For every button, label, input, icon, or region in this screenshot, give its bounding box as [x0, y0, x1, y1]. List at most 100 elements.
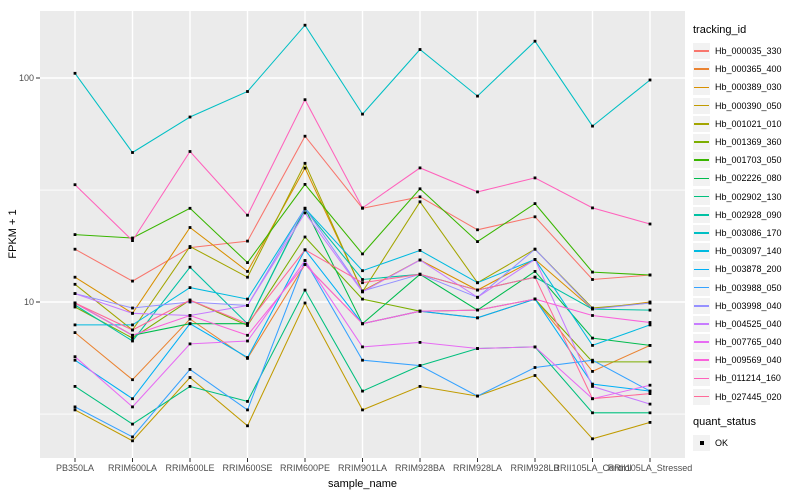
legend-line-icon: [694, 50, 709, 52]
legend-item-Hb_011214_160: Hb_011214_160: [693, 369, 799, 387]
data-point: [246, 333, 249, 337]
data-point: [131, 239, 134, 242]
x-tick-label: RRII105LA_Stressed: [608, 463, 693, 473]
data-point: [648, 389, 652, 393]
legend-line-icon: [694, 268, 709, 271]
legend-title: tracking_id: [693, 24, 747, 36]
data-point: [418, 258, 422, 262]
data-point: [73, 71, 77, 75]
data-point: [648, 360, 652, 364]
data-point: [131, 405, 134, 409]
data-point: [591, 124, 594, 128]
legend-item-label: Hb_000365_400: [715, 64, 782, 75]
legend-item-Hb_001369_360: Hb_001369_360: [693, 133, 799, 151]
data-point: [246, 400, 249, 403]
quant-legend-item: OK: [693, 434, 799, 452]
data-point: [246, 297, 249, 301]
data-point: [73, 183, 77, 187]
legend-line-icon: [694, 286, 709, 289]
data-point: [476, 240, 479, 243]
data-point: [591, 344, 594, 347]
data-point: [361, 112, 364, 116]
data-point: [476, 281, 479, 285]
data-point: [648, 344, 652, 347]
data-point: [188, 286, 192, 289]
data-point: [131, 306, 134, 310]
data-point: [591, 278, 594, 281]
data-point: [418, 272, 422, 276]
legend-key-swatch: [693, 334, 710, 351]
data-point: [476, 347, 479, 350]
legend-line-icon: [694, 123, 709, 125]
legend-line-icon: [694, 213, 709, 216]
legend-key-swatch: [693, 243, 710, 260]
x-tick-label: RRIM600LA: [108, 463, 157, 473]
data-point: [188, 226, 192, 229]
quant-key-swatch: [693, 434, 710, 451]
data-point: [131, 323, 134, 327]
legend-line-icon: [694, 177, 709, 180]
data-point: [73, 233, 77, 236]
legend-key-swatch: [693, 115, 710, 132]
legend-item-label: Hb_002928_090: [715, 209, 782, 220]
legend-item-Hb_002902_130: Hb_002902_130: [693, 188, 799, 206]
data-point: [361, 297, 364, 301]
legend-key-swatch: [693, 188, 710, 205]
legend-item-label: Hb_003988_050: [715, 282, 782, 293]
legend-key-swatch: [693, 134, 710, 151]
legend-item-Hb_027445_020: Hb_027445_020: [693, 388, 799, 406]
data-point: [648, 308, 652, 312]
data-point: [246, 408, 249, 412]
legend-key-swatch: [693, 370, 710, 387]
data-point: [591, 307, 594, 311]
data-point: [188, 342, 192, 346]
y-tick-label: 100: [19, 73, 34, 83]
legend-item-Hb_007765_040: Hb_007765_040: [693, 333, 799, 351]
data-point: [648, 392, 652, 395]
legend-item-Hb_009569_040: Hb_009569_040: [693, 351, 799, 369]
data-point: [73, 385, 77, 388]
data-point: [361, 345, 364, 349]
data-point: [303, 161, 307, 165]
data-point: [418, 341, 422, 344]
data-point: [188, 300, 192, 304]
legend-item-label: Hb_000390_050: [715, 100, 782, 111]
data-point: [131, 279, 134, 283]
data-point: [303, 301, 307, 305]
legend-item-list: Hb_000035_330 Hb_000365_400 Hb_000389_030 H…: [693, 42, 799, 406]
legend-item-Hb_001703_050: Hb_001703_050: [693, 151, 799, 169]
legend-line-icon: [694, 68, 709, 71]
data-point: [476, 316, 479, 320]
data-point: [418, 364, 422, 367]
legend-item-Hb_000390_050: Hb_000390_050: [693, 97, 799, 115]
legend-item-Hb_000365_400: Hb_000365_400: [693, 60, 799, 78]
data-point: [591, 358, 594, 362]
data-point: [648, 273, 652, 277]
x-tick-label: RRIM928BA: [395, 463, 445, 473]
y-tick-label: 10: [24, 297, 34, 307]
data-point: [361, 278, 364, 281]
data-point: [533, 345, 537, 349]
data-point: [648, 421, 652, 424]
data-point: [361, 389, 364, 393]
data-point: [303, 134, 307, 138]
data-point: [533, 297, 537, 301]
data-point: [131, 439, 134, 443]
legend-key-swatch: [693, 352, 710, 369]
legend-item-label: Hb_011214_160: [715, 373, 781, 384]
y-axis-title: FPKM + 1: [7, 209, 19, 259]
data-point: [131, 336, 134, 340]
data-point: [188, 265, 192, 269]
legend-item-label: Hb_003998_040: [715, 300, 782, 311]
data-point: [131, 339, 134, 343]
data-point: [246, 304, 249, 307]
data-point: [476, 190, 479, 194]
data-point: [648, 402, 652, 406]
x-tick-label: RRIM928LA: [453, 463, 502, 473]
legend-item-label: Hb_003097_140: [715, 246, 782, 257]
data-point: [533, 202, 537, 205]
data-point: [131, 435, 134, 439]
data-point: [533, 258, 537, 261]
